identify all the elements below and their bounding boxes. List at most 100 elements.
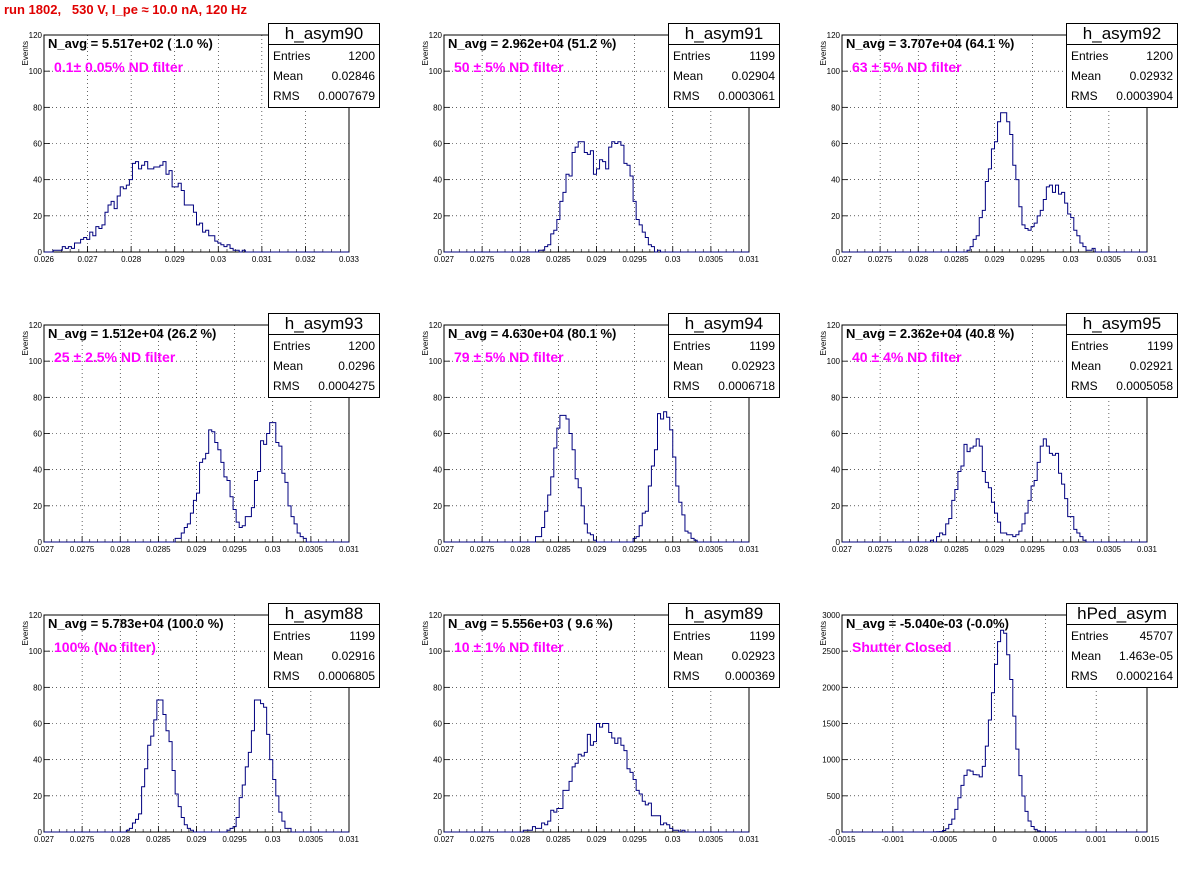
y-tick-label: 120 xyxy=(29,31,43,40)
x-axis-title: ALED xyxy=(341,846,359,847)
histogram-name: h_asym92 xyxy=(1067,24,1177,45)
x-tick-label: 0.03 xyxy=(1063,255,1079,264)
stat-value: 0.02923 xyxy=(731,649,775,663)
y-tick-label: 20 xyxy=(831,502,840,511)
stat-label: Entries xyxy=(273,629,311,643)
stat-row-mean: Mean 0.02932 xyxy=(1071,66,1173,86)
stat-label: Entries xyxy=(673,49,711,63)
stat-row-mean: Mean 1.463e-05 xyxy=(1071,646,1173,666)
x-tick-label: 0.0305 xyxy=(1097,255,1122,264)
x-tick-label: -0.0005 xyxy=(930,835,958,844)
histogram-pad-h_asym92: 0.027 0.0275 0.028 0.0285 0.029 0.0295 0.03 0.0… xyxy=(810,22,1180,267)
stat-row-entries: Entries 1199 xyxy=(673,336,775,356)
x-tick-label: 0.029 xyxy=(586,545,607,554)
x-tick-label: 0.029 xyxy=(586,255,607,264)
x-tick-label: 0.028 xyxy=(908,255,929,264)
y-tick-label: 120 xyxy=(429,321,443,330)
x-tick-label: 0.029 xyxy=(165,255,186,264)
y-tick-label: 80 xyxy=(433,103,442,112)
stat-label: Entries xyxy=(273,49,311,63)
stat-row-rms: RMS 0.0006718 xyxy=(673,376,775,396)
stat-label: Entries xyxy=(1071,339,1109,353)
x-tick-label: 0.029 xyxy=(984,255,1005,264)
histogram-pad-h_asym89: 0.027 0.0275 0.028 0.0285 0.029 0.0295 0.03 0.0… xyxy=(412,602,782,847)
stat-value: 1199 xyxy=(349,629,375,643)
y-tick-label: 20 xyxy=(433,212,442,221)
x-tick-label: 0.032 xyxy=(295,255,316,264)
stat-label: Mean xyxy=(1071,649,1102,663)
x-tick-label: 0.031 xyxy=(739,255,760,264)
y-axis-title: Events xyxy=(421,621,430,645)
navg-label: N_avg = 5.517e+02 ( 1.0 %) xyxy=(48,36,213,51)
navg-label: N_avg = 2.362e+04 (40.8 %) xyxy=(846,326,1015,341)
y-tick-label: 40 xyxy=(831,176,840,185)
y-axis-title: Events xyxy=(421,331,430,355)
stat-label: Mean xyxy=(273,69,304,83)
y-tick-label: 100 xyxy=(827,67,841,76)
x-tick-label: 0.0015 xyxy=(1135,835,1160,844)
x-tick-label: 0.027 xyxy=(434,545,455,554)
stat-value: 0.02846 xyxy=(331,69,375,83)
x-tick-label: 0.0295 xyxy=(222,545,247,554)
stat-value: 0.02916 xyxy=(331,649,375,663)
x-tick-label: 0.0275 xyxy=(868,545,893,554)
x-tick-label: 0.0285 xyxy=(546,835,571,844)
y-tick-label: 0 xyxy=(438,248,443,257)
x-tick-label: 0.028 xyxy=(510,835,531,844)
y-tick-label: 120 xyxy=(827,321,841,330)
y-tick-label: 0 xyxy=(38,248,43,257)
navg-label: N_avg = 5.783e+04 (100.0 %) xyxy=(48,616,224,631)
x-tick-label: 0.031 xyxy=(739,545,760,554)
y-tick-label: 80 xyxy=(33,683,42,692)
x-tick-label: 0.031 xyxy=(339,545,360,554)
x-tick-label: 0.03 xyxy=(210,255,226,264)
y-tick-label: 500 xyxy=(827,792,841,801)
navg-label: N_avg = 3.707e+04 (64.1 %) xyxy=(846,36,1015,51)
x-tick-label: 0.0285 xyxy=(146,835,171,844)
stats-box: h_asym94 Entries 1199 Mean 0.02923 RMS 0.00067… xyxy=(668,313,780,398)
y-tick-label: 120 xyxy=(827,31,841,40)
stat-row-mean: Mean 0.0296 xyxy=(273,356,375,376)
x-tick-label: 0.027 xyxy=(434,255,455,264)
stat-value: 0.02932 xyxy=(1129,69,1173,83)
histogram-pad-h_asym88: 0.027 0.0275 0.028 0.0285 0.029 0.0295 0.03 0.0… xyxy=(12,602,382,847)
x-tick-label: 0.027 xyxy=(78,255,99,264)
histogram-plot: 0.027 0.0275 0.028 0.0285 0.029 0.0295 0.03 0.0… xyxy=(421,611,760,847)
stat-row-entries: Entries 1200 xyxy=(273,336,375,356)
stat-label: RMS xyxy=(1071,669,1098,683)
y-tick-label: 80 xyxy=(831,103,840,112)
x-tick-label: 0.028 xyxy=(908,545,929,554)
y-tick-label: 20 xyxy=(33,212,42,221)
stat-label: Entries xyxy=(1071,629,1109,643)
y-tick-label: 0 xyxy=(836,828,841,837)
stat-value: 1200 xyxy=(348,339,375,353)
stat-value: 0.02904 xyxy=(731,69,775,83)
x-tick-label: 0.0305 xyxy=(699,545,724,554)
filter-label: 10 ± 1% ND filter xyxy=(454,639,564,655)
stat-value: 1200 xyxy=(1146,49,1173,63)
histogram-plot: 0.027 0.0275 0.028 0.0285 0.029 0.0295 0.03 0.0… xyxy=(819,321,1158,557)
histogram-pad-h_asym90: 0.026 0.027 0.028 0.029 0.03 0.031 0.032 0.033 0… xyxy=(12,22,382,267)
x-tick-label: 0.0305 xyxy=(699,835,724,844)
y-tick-label: 60 xyxy=(33,140,42,149)
stat-label: RMS xyxy=(673,379,700,393)
histogram-plot: 0.026 0.027 0.028 0.029 0.03 0.031 0.032 0.033 0… xyxy=(21,31,360,267)
y-tick-label: 100 xyxy=(29,67,43,76)
stat-value: 1199 xyxy=(1147,339,1173,353)
y-tick-label: 0 xyxy=(38,828,43,837)
filter-label: 0.1± 0.05% ND filter xyxy=(54,59,184,75)
x-tick-label: 0.001 xyxy=(1086,835,1107,844)
x-tick-label: 0.031 xyxy=(252,255,273,264)
stat-value: 0.000369 xyxy=(724,669,775,683)
stat-label: RMS xyxy=(673,89,700,103)
stats-box: h_asym90 Entries 1200 Mean 0.02846 RMS 0.00076… xyxy=(268,23,380,108)
x-tick-label: 0.03 xyxy=(665,835,681,844)
histogram-pad-h_asym94: 0.027 0.0275 0.028 0.0285 0.029 0.0295 0.03 0.0… xyxy=(412,312,782,557)
histogram-pad-h_asym91: 0.027 0.0275 0.028 0.0285 0.029 0.0295 0.03 0.0… xyxy=(412,22,782,267)
x-tick-label: 0.028 xyxy=(110,835,131,844)
stat-value: 1199 xyxy=(749,629,775,643)
x-tick-label: 0.0285 xyxy=(944,255,969,264)
y-tick-label: 60 xyxy=(33,430,42,439)
x-tick-label: 0.029 xyxy=(186,545,207,554)
x-tick-label: 0.0275 xyxy=(868,255,893,264)
